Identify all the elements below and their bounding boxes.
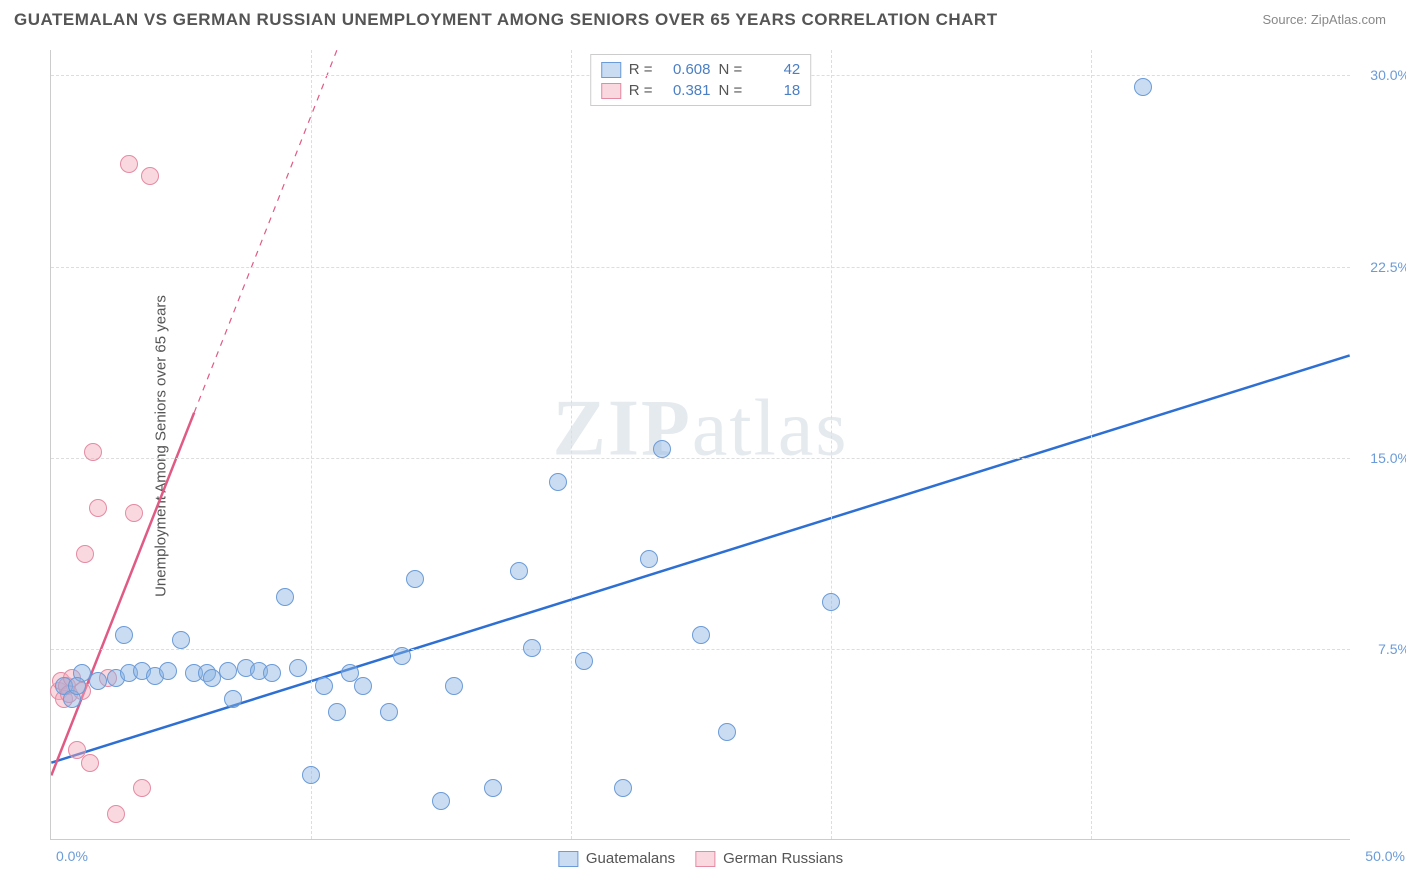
data-point-blue	[614, 779, 632, 797]
trend-lines-svg	[51, 50, 1350, 839]
data-point-blue	[523, 639, 541, 657]
watermark: ZIPatlas	[553, 383, 849, 474]
y-tick-label: 15.0%	[1370, 450, 1406, 466]
data-point-blue	[224, 690, 242, 708]
data-point-pink	[133, 779, 151, 797]
y-tick-label: 7.5%	[1378, 641, 1406, 657]
n-label: N =	[719, 61, 743, 78]
n-value-pink: 18	[750, 82, 800, 99]
data-point-blue	[159, 662, 177, 680]
data-point-blue	[380, 703, 398, 721]
data-point-blue	[718, 723, 736, 741]
data-point-blue	[68, 677, 86, 695]
r-label: R =	[629, 82, 653, 99]
legend-row-pink: R = 0.381 N = 18	[601, 80, 801, 101]
chart-plot-area: ZIPatlas R = 0.608 N = 42 R = 0.381 N = …	[50, 50, 1350, 840]
grid-line-h	[51, 267, 1350, 268]
trend-line-pink	[51, 413, 194, 776]
data-point-blue	[484, 779, 502, 797]
data-point-blue	[89, 672, 107, 690]
y-tick-label: 22.5%	[1370, 259, 1406, 275]
n-label: N =	[719, 82, 743, 99]
data-point-pink	[141, 167, 159, 185]
legend-label-pink: German Russians	[723, 850, 843, 867]
data-point-blue	[822, 593, 840, 611]
chart-title: GUATEMALAN VS GERMAN RUSSIAN UNEMPLOYMEN…	[14, 10, 998, 30]
legend-label-blue: Guatemalans	[586, 850, 675, 867]
data-point-blue	[510, 562, 528, 580]
r-value-blue: 0.608	[661, 61, 711, 78]
trend-line-pink-dashed	[194, 50, 337, 413]
data-point-blue	[115, 626, 133, 644]
trend-line-blue	[51, 355, 1349, 762]
grid-line-v	[1091, 50, 1092, 839]
x-tick-max: 50.0%	[1365, 848, 1405, 864]
data-point-blue	[172, 631, 190, 649]
grid-line-h	[51, 649, 1350, 650]
grid-line-v	[831, 50, 832, 839]
data-point-pink	[76, 545, 94, 563]
data-point-blue	[445, 677, 463, 695]
watermark-light: atlas	[692, 384, 849, 472]
swatch-blue-icon	[558, 851, 578, 867]
data-point-blue	[315, 677, 333, 695]
data-point-blue	[549, 473, 567, 491]
data-point-blue	[653, 440, 671, 458]
data-point-pink	[81, 754, 99, 772]
correlation-legend: R = 0.608 N = 42 R = 0.381 N = 18	[590, 54, 812, 106]
data-point-blue	[263, 664, 281, 682]
grid-line-v	[311, 50, 312, 839]
data-point-pink	[125, 504, 143, 522]
data-point-pink	[107, 805, 125, 823]
data-point-pink	[84, 443, 102, 461]
data-point-blue	[328, 703, 346, 721]
y-tick-label: 30.0%	[1370, 67, 1406, 83]
data-point-blue	[354, 677, 372, 695]
legend-item-blue: Guatemalans	[558, 850, 675, 867]
swatch-pink-icon	[695, 851, 715, 867]
swatch-blue-icon	[601, 62, 621, 78]
grid-line-v	[571, 50, 572, 839]
data-point-blue	[302, 766, 320, 784]
source-label: Source: ZipAtlas.com	[1262, 12, 1386, 27]
grid-line-h	[51, 458, 1350, 459]
watermark-bold: ZIP	[553, 384, 692, 472]
data-point-blue	[276, 588, 294, 606]
data-point-pink	[120, 155, 138, 173]
data-point-blue	[432, 792, 450, 810]
data-point-blue	[1134, 78, 1152, 96]
data-point-blue	[406, 570, 424, 588]
data-point-blue	[640, 550, 658, 568]
series-legend: Guatemalans German Russians	[558, 850, 843, 867]
legend-row-blue: R = 0.608 N = 42	[601, 59, 801, 80]
data-point-blue	[692, 626, 710, 644]
x-tick-min: 0.0%	[56, 848, 88, 864]
r-value-pink: 0.381	[661, 82, 711, 99]
r-label: R =	[629, 61, 653, 78]
legend-item-pink: German Russians	[695, 850, 843, 867]
data-point-blue	[289, 659, 307, 677]
data-point-pink	[89, 499, 107, 517]
n-value-blue: 42	[750, 61, 800, 78]
swatch-pink-icon	[601, 83, 621, 99]
data-point-blue	[219, 662, 237, 680]
data-point-blue	[393, 647, 411, 665]
data-point-blue	[575, 652, 593, 670]
